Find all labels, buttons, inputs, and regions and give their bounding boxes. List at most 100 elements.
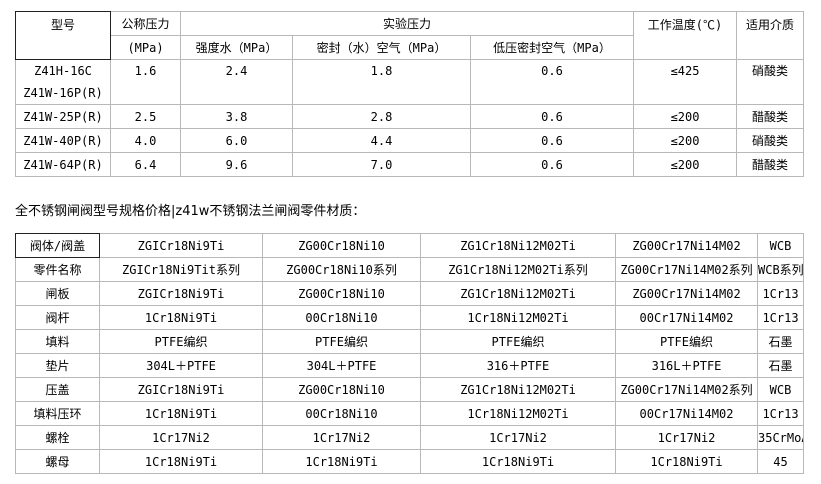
material-cell: PTFE编织	[420, 329, 616, 354]
material-cell: 1Cr17Ni2	[615, 425, 758, 450]
material-cell: PTFE编织	[262, 329, 421, 354]
model-cell: Z41W-40P(R)	[15, 128, 111, 153]
model-cell: Z41W-64P(R)	[15, 152, 111, 177]
header-model: 型号	[15, 11, 111, 60]
header-medium: 适用介质	[736, 11, 805, 60]
table-row: 螺栓 1Cr17Ni2 1Cr17Ni2 1Cr17Ni2 1Cr17Ni2 35CrMo…	[15, 425, 804, 450]
strength-water-cell: 2.4	[180, 59, 293, 105]
part-name-cell: 螺栓	[15, 425, 100, 450]
table-row: 垫片 304L＋PTFE 304L＋PTFE 316＋PTFE 316L＋PTFE 石墨	[15, 353, 804, 378]
table-row: 零件名称 ZGICr18Ni9Tit系列 ZG00Cr18Ni10系列 ZG1Cr18…	[15, 257, 804, 282]
seal-air-cell: 1.8	[292, 59, 471, 105]
material-cell: 1Cr18Ni12M02Ti	[420, 401, 616, 426]
working-temp-cell: ≤200	[633, 152, 738, 177]
model-name: Z41W-25P(R)	[23, 109, 103, 124]
part-name-cell: 填料	[15, 329, 100, 354]
part-name-cell: 压盖	[15, 377, 100, 402]
header-nominal-unit: (MPa)	[110, 35, 181, 60]
table-row: 闸板 ZGICr18Ni9Ti ZG00Cr18Ni10 ZG1Cr18Ni12M02…	[15, 281, 804, 306]
table-row: 螺母 1Cr18Ni9Ti 1Cr18Ni9Ti 1Cr18Ni9Ti 1Cr18Ni9…	[15, 449, 804, 474]
header-low-pressure-seal-air: 低压密封空气（MPa）	[469, 35, 635, 60]
model-cell: Z41W-25P(R)	[15, 104, 111, 129]
table-row: 填料 PTFE编织 PTFE编织 PTFE编织 PTFE编织 石墨	[15, 329, 804, 354]
part-name-cell: 阀杆	[15, 305, 100, 330]
material-cell: 45	[757, 449, 804, 474]
material-cell: 00Cr17Ni14M02	[615, 401, 758, 426]
table-row: Z41W-25P(R) 2.5 3.8 2.8 0.6 ≤200 醋酸类	[15, 104, 805, 129]
header-nominal-pressure: 公称压力	[110, 11, 181, 36]
material-cell: WCB	[757, 233, 804, 258]
table-row: 填料压环 1Cr18Ni9Ti 00Cr18Ni10 1Cr18Ni12M02Ti 00…	[15, 401, 804, 426]
header-test-pressure: 实验压力	[179, 11, 635, 36]
model-name: Z41W-40P(R)	[23, 133, 103, 148]
low-pressure-seal-cell: 0.6	[469, 104, 635, 129]
material-cell: ZGICr18Ni9Ti	[99, 377, 263, 402]
material-cell: ZG00Cr18Ni10	[262, 233, 421, 258]
nominal-pressure-cell: 2.5	[110, 104, 181, 129]
nominal-pressure-cell: 6.4	[110, 152, 181, 177]
medium-cell: 硝酸类	[736, 128, 805, 153]
material-cell: 316＋PTFE	[420, 353, 616, 378]
strength-water-cell: 6.0	[180, 128, 293, 153]
low-pressure-seal-cell: 0.6	[469, 128, 635, 153]
material-cell: ZGICr18Ni9Tit系列	[99, 257, 263, 282]
material-cell: ZG00Cr17Ni14M02	[615, 233, 758, 258]
part-name-cell: 零件名称	[15, 257, 100, 282]
material-cell: ZG00Cr18Ni10系列	[262, 257, 421, 282]
material-cell: 1Cr18Ni9Ti	[420, 449, 616, 474]
seal-air-cell: 4.4	[292, 128, 471, 153]
seal-air-cell: 2.8	[292, 104, 471, 129]
material-cell: ZG1Cr18Ni12M02Ti	[420, 377, 616, 402]
material-cell: 石墨	[757, 353, 804, 378]
material-table: 阀体/阀盖 ZGICr18Ni9Ti ZG00Cr18Ni10 ZG1Cr18Ni12…	[15, 233, 804, 474]
low-pressure-seal-cell: 0.6	[469, 152, 635, 177]
part-name-cell: 阀体/阀盖	[15, 233, 100, 258]
material-cell: 1Cr18Ni9Ti	[99, 449, 263, 474]
material-cell: 00Cr18Ni10	[262, 305, 421, 330]
material-cell: 1Cr13	[757, 305, 804, 330]
pressure-table: 型号 公称压力 实验压力 工作温度(℃) 适用介质 (MPa) 强度水（MPa）…	[15, 11, 805, 177]
strength-water-cell: 9.6	[180, 152, 293, 177]
model-cell: Z41H-16C Z41W-16P(R)	[15, 59, 111, 105]
material-cell: ZGICr18Ni9Ti	[99, 233, 263, 258]
working-temp-cell: ≤200	[633, 104, 738, 129]
material-cell: 1Cr17Ni2	[262, 425, 421, 450]
material-cell: 石墨	[757, 329, 804, 354]
caption: 全不锈钢闸阀型号规格价格|z41w不锈钢法兰闸阀零件材质：	[15, 204, 366, 219]
material-cell: ZG00Cr18Ni10	[262, 377, 421, 402]
medium-cell: 醋酸类	[736, 104, 805, 129]
material-cell: WCB系列	[757, 257, 804, 282]
table-row: 阀体/阀盖 ZGICr18Ni9Ti ZG00Cr18Ni10 ZG1Cr18Ni12…	[15, 233, 804, 258]
material-cell: 304L＋PTFE	[262, 353, 421, 378]
header-strength-water: 强度水（MPa）	[180, 35, 293, 60]
working-temp-cell: ≤200	[633, 128, 738, 153]
table-row: Z41W-64P(R) 6.4 9.6 7.0 0.6 ≤200 醋酸类	[15, 152, 805, 177]
part-name-cell: 闸板	[15, 281, 100, 306]
model-name: Z41W-64P(R)	[23, 157, 103, 172]
part-name-cell: 螺母	[15, 449, 100, 474]
material-cell: 1Cr18Ni9Ti	[99, 305, 263, 330]
header-row: 型号 公称压力 实验压力 工作温度(℃) 适用介质	[15, 11, 805, 60]
material-cell: ZG1Cr18Ni12M02Ti	[420, 233, 616, 258]
material-cell: PTFE编织	[615, 329, 758, 354]
part-name-cell: 填料压环	[15, 401, 100, 426]
material-cell: 00Cr18Ni10	[262, 401, 421, 426]
material-cell: 304L＋PTFE	[99, 353, 263, 378]
material-cell: 1Cr17Ni2	[420, 425, 616, 450]
nominal-pressure-cell: 1.6	[110, 59, 181, 105]
material-cell: 316L＋PTFE	[615, 353, 758, 378]
material-cell: ZG1Cr18Ni12M02Ti系列	[420, 257, 616, 282]
material-cell: ZGICr18Ni9Ti	[99, 281, 263, 306]
table-row: 压盖 ZGICr18Ni9Ti ZG00Cr18Ni10 ZG1Cr18Ni12M02…	[15, 377, 804, 402]
material-cell: 1Cr13	[757, 401, 804, 426]
material-cell: 1Cr18Ni12M02Ti	[420, 305, 616, 330]
medium-cell: 硝酸类	[736, 59, 805, 105]
material-cell: 1Cr18Ni9Ti	[615, 449, 758, 474]
material-cell: ZG00Cr17Ni14M02系列	[615, 257, 758, 282]
material-cell: 1Cr17Ni2	[99, 425, 263, 450]
model-name: Z41H-16C	[34, 64, 92, 78]
material-cell: 1Cr13	[757, 281, 804, 306]
material-cell: WCB	[757, 377, 804, 402]
material-cell: 1Cr18Ni9Ti	[99, 401, 263, 426]
material-cell: 35CrMoA	[757, 425, 804, 450]
